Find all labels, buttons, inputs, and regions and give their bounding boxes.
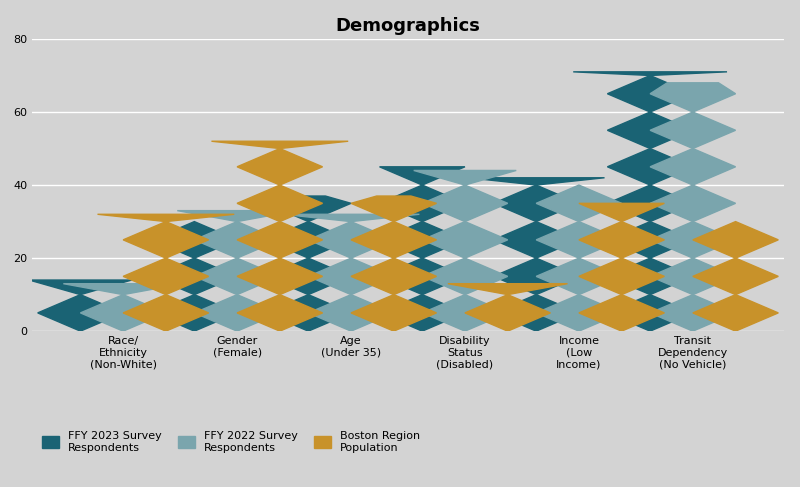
- Polygon shape: [123, 258, 209, 295]
- Polygon shape: [38, 295, 123, 331]
- Polygon shape: [579, 222, 664, 258]
- Polygon shape: [379, 167, 465, 185]
- Polygon shape: [211, 141, 348, 149]
- Polygon shape: [607, 185, 693, 222]
- Polygon shape: [650, 83, 735, 112]
- Polygon shape: [414, 170, 516, 185]
- Polygon shape: [650, 149, 735, 185]
- Polygon shape: [536, 185, 622, 222]
- Polygon shape: [152, 222, 237, 258]
- Polygon shape: [29, 280, 132, 295]
- Polygon shape: [465, 295, 550, 331]
- Polygon shape: [494, 222, 579, 258]
- Polygon shape: [266, 196, 351, 222]
- Polygon shape: [422, 258, 508, 295]
- Polygon shape: [536, 222, 622, 258]
- Polygon shape: [308, 295, 394, 331]
- Polygon shape: [494, 258, 579, 295]
- Polygon shape: [607, 222, 693, 258]
- Polygon shape: [237, 258, 322, 295]
- Polygon shape: [494, 185, 579, 222]
- Polygon shape: [650, 222, 735, 258]
- Polygon shape: [448, 283, 567, 295]
- Polygon shape: [693, 222, 778, 258]
- Polygon shape: [607, 295, 693, 331]
- Legend: FFY 2023 Survey
Respondents, FFY 2022 Survey
Respondents, Boston Region
Populati: FFY 2023 Survey Respondents, FFY 2022 Su…: [38, 427, 424, 457]
- Polygon shape: [194, 258, 280, 295]
- Polygon shape: [237, 149, 322, 185]
- Polygon shape: [308, 258, 394, 295]
- Title: Demographics: Demographics: [335, 17, 481, 35]
- Polygon shape: [194, 222, 280, 258]
- Polygon shape: [237, 295, 322, 331]
- Polygon shape: [422, 185, 508, 222]
- Polygon shape: [650, 258, 735, 295]
- Polygon shape: [650, 185, 735, 222]
- Polygon shape: [579, 258, 664, 295]
- Polygon shape: [266, 295, 351, 331]
- Polygon shape: [351, 258, 437, 295]
- Polygon shape: [178, 210, 297, 222]
- Polygon shape: [574, 72, 727, 75]
- Polygon shape: [379, 258, 465, 295]
- Polygon shape: [536, 295, 622, 331]
- Polygon shape: [607, 149, 693, 185]
- Polygon shape: [63, 283, 183, 295]
- Polygon shape: [351, 222, 437, 258]
- Polygon shape: [422, 222, 508, 258]
- Polygon shape: [266, 258, 351, 295]
- Polygon shape: [536, 258, 622, 295]
- Polygon shape: [468, 178, 605, 185]
- Polygon shape: [379, 222, 465, 258]
- Polygon shape: [379, 185, 465, 222]
- Polygon shape: [194, 295, 280, 331]
- Polygon shape: [379, 295, 465, 331]
- Polygon shape: [237, 222, 322, 258]
- Polygon shape: [351, 196, 437, 222]
- Polygon shape: [266, 222, 351, 258]
- Polygon shape: [308, 222, 394, 258]
- Polygon shape: [607, 75, 693, 112]
- Polygon shape: [650, 295, 735, 331]
- Polygon shape: [650, 112, 735, 149]
- Polygon shape: [237, 185, 322, 222]
- Polygon shape: [282, 214, 419, 222]
- Polygon shape: [152, 295, 237, 331]
- Polygon shape: [494, 295, 579, 331]
- Polygon shape: [98, 214, 234, 222]
- Polygon shape: [693, 258, 778, 295]
- Polygon shape: [152, 258, 237, 295]
- Polygon shape: [123, 222, 209, 258]
- Polygon shape: [422, 295, 508, 331]
- Polygon shape: [351, 295, 437, 331]
- Polygon shape: [123, 295, 209, 331]
- Polygon shape: [607, 112, 693, 149]
- Polygon shape: [579, 204, 664, 222]
- Polygon shape: [579, 295, 664, 331]
- Polygon shape: [693, 295, 778, 331]
- Polygon shape: [81, 295, 166, 331]
- Polygon shape: [607, 258, 693, 295]
